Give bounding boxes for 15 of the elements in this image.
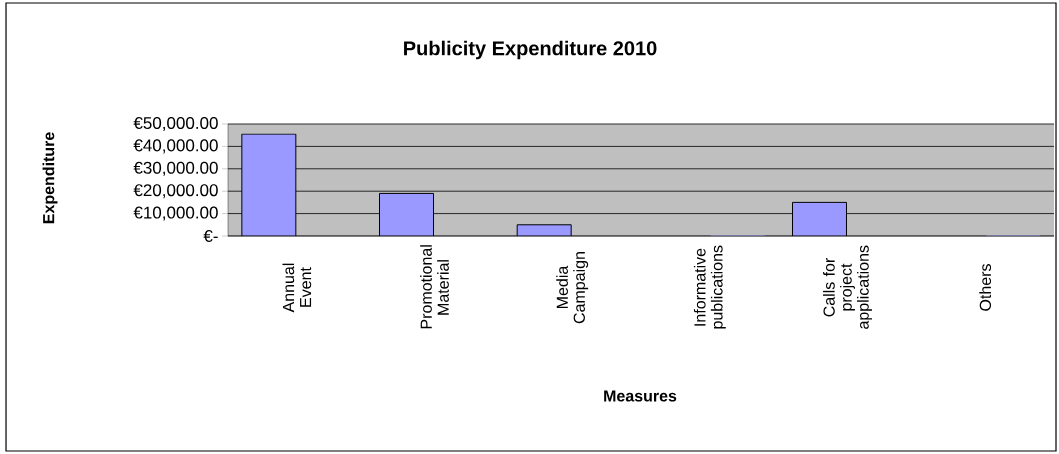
x-tick-label: Calls for project applications: [823, 245, 872, 329]
y-tick-label: €40,000.00: [133, 139, 218, 154]
x-tick-label: Annual Event: [282, 263, 312, 313]
y-tick-label: €20,000.00: [133, 184, 218, 199]
x-tick-label: Informative publications: [693, 245, 726, 329]
y-tick-label: €30,000.00: [133, 161, 218, 176]
x-tick-label: Media Campaign: [556, 252, 589, 324]
chart-title: Publicity Expenditure 2010: [404, 40, 657, 60]
y-tick-label: €-: [203, 229, 218, 243]
x-axis-title: Measures: [604, 390, 677, 402]
x-tick-label: Others: [979, 264, 992, 311]
y-axis-title: Expenditure: [42, 132, 58, 224]
y-tick-label: €50,000.00: [133, 116, 218, 132]
y-tick-label: €10,000.00: [133, 206, 218, 221]
x-tick-label: Promotional Material: [420, 245, 449, 329]
